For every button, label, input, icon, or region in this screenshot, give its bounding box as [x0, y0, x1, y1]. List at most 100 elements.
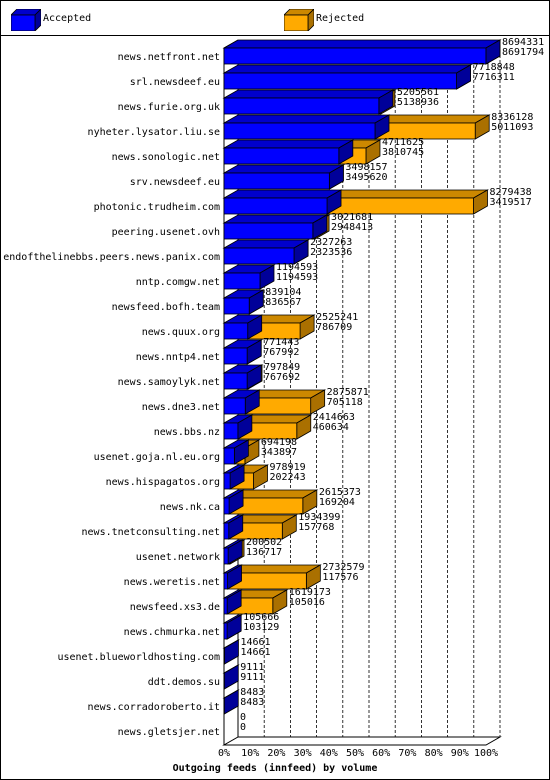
bar-accepted-usenet-goja-nl-eu-org — [222, 439, 250, 465]
category-label-news-samoylyk-net: news.samoylyk.net — [118, 377, 220, 388]
category-label-ddt-demos-su: ddt.demos.su — [148, 677, 220, 688]
value-label-accepted-news-hispagatos-org: 202243 — [269, 472, 305, 483]
value-label-accepted-ddt-demos-su: 9111 — [240, 672, 264, 683]
value-label-accepted-news-quux-org: 786709 — [316, 322, 352, 333]
value-label-total-news-furie-org-uk: 5205561 — [397, 87, 439, 98]
value-label-total-usenet-blueworldhosting-com: 14661 — [240, 637, 270, 648]
value-label-total-news-dne3-net: 2875871 — [327, 387, 369, 398]
value-label-total-usenet-network: 200502 — [246, 537, 282, 548]
category-label-news-netfront-net: news.netfront.net — [118, 52, 220, 63]
category-label-endofthelinebbs-peers-news-panix-com: endofthelinebbs.peers.news.panix.com — [3, 252, 220, 263]
value-label-accepted-srl-newsdeef-eu: 7716311 — [473, 72, 515, 83]
bar-accepted-news-chmurka-net — [222, 614, 243, 640]
category-label-news-sonologic-net: news.sonologic.net — [112, 152, 220, 163]
category-label-nyheter-lysator-liu-se: nyheter.lysator.liu.se — [88, 127, 220, 138]
category-label-news-furie-org-uk: news.furie.org.uk — [118, 102, 220, 113]
bar-accepted-srl-newsdeef-eu — [222, 64, 473, 90]
bar-accepted-usenet-network — [222, 539, 244, 565]
category-label-photonic-trudheim-com: photonic.trudheim.com — [94, 202, 220, 213]
value-label-total-nntp-comgw-net: 1194593 — [276, 262, 318, 273]
tick-label-3: 30% — [294, 748, 312, 759]
value-label-accepted-usenet-goja-nl-eu-org: 343897 — [261, 447, 297, 458]
tick-label-2: 20% — [267, 748, 285, 759]
value-label-total-news-gletsjer-net: 0 — [240, 712, 246, 723]
bar-accepted-news-nk-ca — [222, 489, 245, 515]
value-label-accepted-nyheter-lysator-liu-se: 5011093 — [491, 122, 533, 133]
value-label-accepted-photonic-trudheim-com: 3419517 — [489, 197, 531, 208]
bar-accepted-news-bbs-nz — [222, 414, 254, 440]
tick-label-7: 70% — [398, 748, 416, 759]
bar-accepted-news-sonologic-net — [222, 139, 355, 165]
value-label-accepted-peering-usenet-ovh: 2948413 — [331, 222, 373, 233]
value-label-total-photonic-trudheim-com: 8279438 — [489, 187, 531, 198]
value-label-total-news-netfront-net: 8694331 — [502, 37, 544, 48]
bar-accepted-news-corradoroberto-it — [222, 689, 240, 715]
bar-accepted-news-weretis-net — [222, 564, 244, 590]
legend-label-rejected: Rejected — [316, 13, 365, 24]
tick-label-10: 100% — [474, 748, 498, 759]
value-label-total-news-hispagatos-org: 978919 — [269, 462, 305, 473]
value-label-accepted-newsfeed-bofh-team: 836567 — [265, 297, 301, 308]
value-label-total-endofthelinebbs-peers-news-panix-com: 2327263 — [310, 237, 352, 248]
value-label-total-nyheter-lysator-liu-se: 8336128 — [491, 112, 533, 123]
value-label-accepted-news-furie-org-uk: 5138936 — [397, 97, 439, 108]
bar-accepted-newsfeed-xs3-de — [222, 589, 243, 615]
category-label-peering-usenet-ovh: peering.usenet.ovh — [112, 227, 220, 238]
value-label-total-peering-usenet-ovh: 3021681 — [331, 212, 373, 223]
bar-rejected-news-weretis-net — [226, 564, 322, 590]
value-label-total-news-nntp4-net: 771443 — [263, 337, 299, 348]
value-label-accepted-endofthelinebbs-peers-news-panix-com: 2323536 — [310, 247, 352, 258]
value-label-total-news-weretis-net: 2732579 — [322, 562, 364, 573]
bar-rejected-news-tnetconsulting-net — [227, 514, 298, 540]
chart-title: Outgoing feeds (innfeed) by volume — [173, 762, 378, 774]
legend-swatch-accepted — [11, 9, 41, 31]
bar-rejected-news-dne3-net — [243, 389, 327, 415]
category-label-news-bbs-nz: news.bbs.nz — [154, 427, 220, 438]
category-label-srl-newsdeef-eu: srl.newsdeef.eu — [130, 77, 220, 88]
category-label-nntp-comgw-net: nntp.comgw.net — [136, 277, 220, 288]
value-label-total-news-quux-org: 2525241 — [316, 312, 358, 323]
category-label-news-gletsjer-net: news.gletsjer.net — [118, 727, 220, 738]
value-label-accepted-news-sonologic-net: 3810745 — [382, 147, 424, 158]
bar-rejected-nyheter-lysator-liu-se — [373, 114, 491, 140]
bar-accepted-peering-usenet-ovh — [222, 214, 329, 240]
value-label-total-news-nk-ca: 2615373 — [319, 487, 361, 498]
bar-accepted-endofthelinebbs-peers-news-panix-com — [222, 239, 310, 265]
tick-label-5: 50% — [346, 748, 364, 759]
legend: Accepted Rejected — [1, 1, 549, 36]
bar-accepted-usenet-blueworldhosting-com — [222, 639, 240, 665]
category-label-usenet-goja-nl-eu-org: usenet.goja.nl.eu.org — [94, 452, 220, 463]
bar-rejected-news-quux-org — [246, 314, 316, 340]
tick-label-9: 90% — [451, 748, 469, 759]
category-label-news-nntp4-net: news.nntp4.net — [136, 352, 220, 363]
bar-rejected-news-bbs-nz — [236, 414, 313, 440]
value-label-accepted-usenet-blueworldhosting-com: 14661 — [240, 647, 270, 658]
legend-swatch-rejected — [284, 9, 314, 31]
category-label-news-weretis-net: news.weretis.net — [124, 577, 220, 588]
value-label-total-news-tnetconsulting-net: 1934399 — [298, 512, 340, 523]
value-label-total-news-bbs-nz: 2414663 — [313, 412, 355, 423]
bar-accepted-newsfeed-bofh-team — [222, 289, 265, 315]
bar-accepted-news-furie-org-uk — [222, 89, 395, 115]
legend-label-accepted: Accepted — [43, 13, 92, 24]
value-label-accepted-news-dne3-net: 705118 — [327, 397, 363, 408]
bar-accepted-nyheter-lysator-liu-se — [222, 114, 391, 140]
value-label-accepted-srv-newsdeef-eu: 3495620 — [345, 172, 387, 183]
category-label-news-chmurka-net: news.chmurka.net — [124, 627, 220, 638]
category-label-news-nk-ca: news.nk.ca — [160, 502, 220, 513]
category-label-news-hispagatos-org: news.hispagatos.org — [106, 477, 220, 488]
value-label-accepted-news-gletsjer-net: 0 — [240, 722, 246, 733]
value-label-total-srl-newsdeef-eu: 7718848 — [473, 62, 515, 73]
tick-label-8: 80% — [425, 748, 443, 759]
value-label-total-news-chmurka-net: 105666 — [243, 612, 279, 623]
value-label-accepted-usenet-network: 136717 — [246, 547, 282, 558]
value-label-total-newsfeed-xs3-de: 1619173 — [289, 587, 331, 598]
value-label-accepted-news-chmurka-net: 103129 — [243, 622, 279, 633]
value-label-accepted-news-nntp4-net: 767992 — [263, 347, 299, 358]
tick-label-4: 40% — [320, 748, 338, 759]
bar-accepted-news-samoylyk-net — [222, 364, 263, 390]
tick-label-0: 0% — [218, 748, 230, 759]
value-label-accepted-news-samoylyk-net: 767692 — [264, 372, 300, 383]
value-label-accepted-news-tnetconsulting-net: 157768 — [298, 522, 334, 533]
